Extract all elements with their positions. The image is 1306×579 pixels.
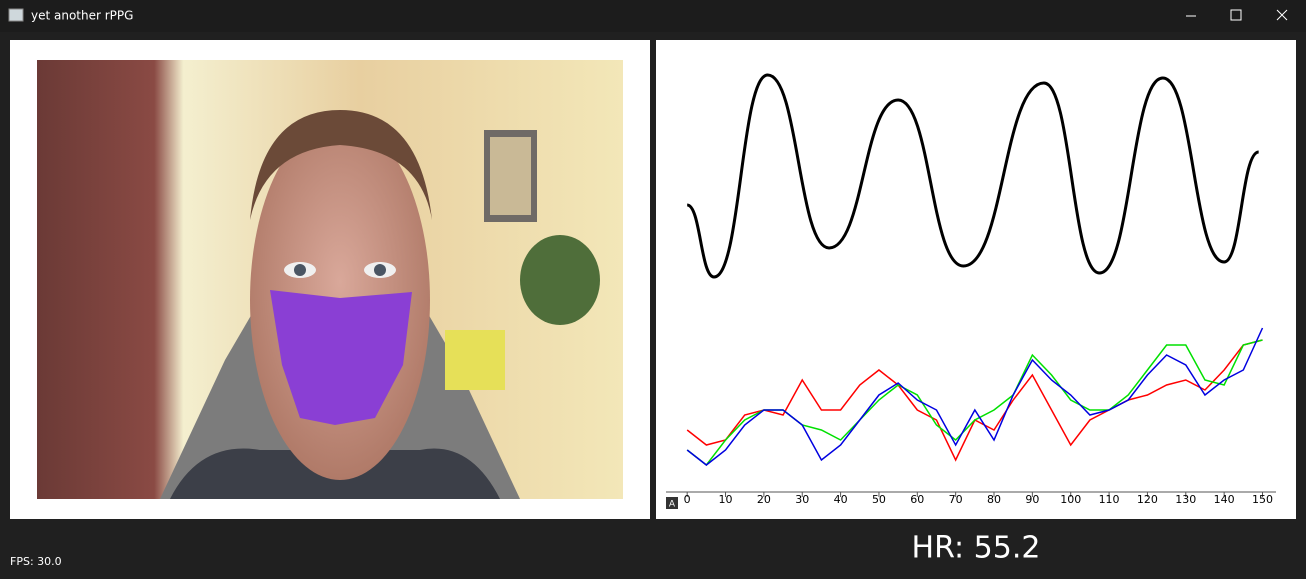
autoscale-button[interactable] — [666, 497, 678, 509]
x-tick-label: 100 — [1060, 493, 1081, 506]
x-tick-label: 0 — [684, 493, 691, 506]
x-tick-label: 10 — [719, 493, 733, 506]
close-button[interactable] — [1276, 9, 1288, 21]
title-bar — [0, 0, 1306, 32]
autoscale-icon: A — [669, 500, 676, 510]
x-tick-label: 90 — [1025, 493, 1039, 506]
x-tick-label: 110 — [1099, 493, 1120, 506]
webcam-image — [37, 60, 623, 499]
x-tick-label: 20 — [757, 493, 771, 506]
x-tick-label: 80 — [987, 493, 1001, 506]
x-tick-label: 40 — [834, 493, 848, 506]
fps-label: FPS: 30.0 — [10, 555, 62, 568]
trace — [686, 73, 1260, 279]
x-tick-label: 60 — [910, 493, 924, 506]
x-tick-label: 130 — [1175, 493, 1196, 506]
trace — [686, 327, 1264, 466]
x-tick-label: 140 — [1214, 493, 1235, 506]
maximize-button[interactable] — [1230, 9, 1242, 21]
window-title: yet another rPPG — [31, 9, 133, 23]
x-tick-label: 150 — [1252, 493, 1273, 506]
x-tick-label: 50 — [872, 493, 886, 506]
app-icon — [8, 8, 24, 22]
heart-rate: HR: 55.2 — [912, 531, 1041, 566]
x-tick-label: 30 — [795, 493, 809, 506]
x-tick-label: 70 — [949, 493, 963, 506]
plot-panel — [656, 40, 1296, 519]
x-tick-label: 120 — [1137, 493, 1158, 506]
